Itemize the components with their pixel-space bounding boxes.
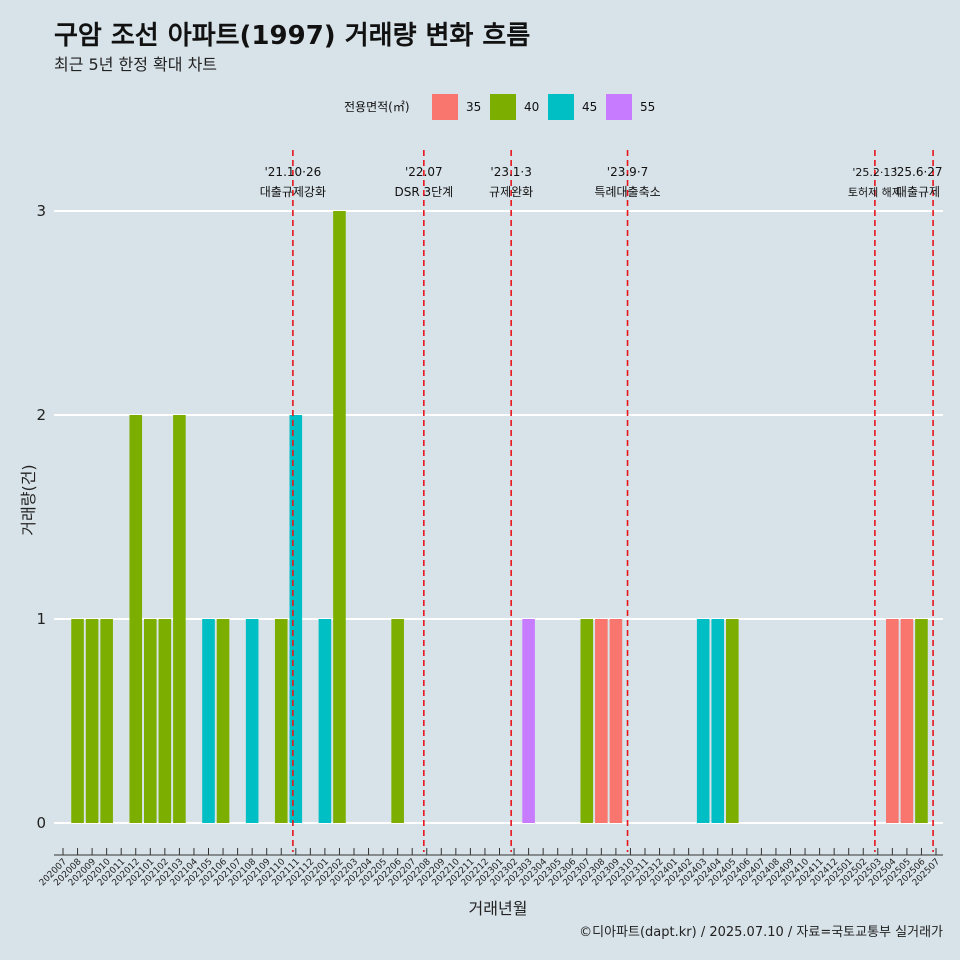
chart-subtitle: 최근 5년 한정 확대 차트	[54, 55, 217, 74]
bar-202504-35	[886, 619, 899, 823]
annotation-date: '22.07	[405, 165, 443, 179]
bar-202103-40	[173, 415, 186, 823]
bar-202009-40	[85, 619, 99, 823]
y-tick-label: 1	[36, 610, 46, 628]
annotation-label: 토허제 해제	[848, 185, 902, 199]
bar-202202-40	[333, 211, 346, 823]
bar-202307-40	[580, 619, 594, 823]
chart-title: 구암 조선 아파트(1997) 거래량 변화 흐름	[54, 21, 530, 51]
bar-202008-40	[71, 619, 84, 823]
legend-title: 전용면적(㎡)	[344, 100, 410, 114]
bar-202108-45	[245, 619, 259, 823]
bar-202101-40	[144, 619, 157, 823]
bar-202010-40	[100, 619, 113, 823]
bars-layer	[71, 211, 928, 823]
annotation-label: 대출규제강화	[260, 185, 326, 199]
x-axis-title: 거래년월	[469, 899, 528, 918]
annotation-date: '25.6·27	[893, 165, 942, 179]
grid-layer: 0 1 2 3	[36, 202, 943, 832]
legend-label-55: 55	[640, 100, 655, 114]
annotation-date: '25.2·13	[852, 166, 897, 179]
bar-202105-45	[202, 619, 215, 823]
bar-202201-45	[318, 619, 332, 823]
legend-swatch-35	[432, 94, 458, 120]
legend-label-35: 35	[466, 100, 481, 114]
bar-202403-45	[696, 619, 710, 823]
y-tick-label: 3	[36, 202, 46, 220]
bar-202111-45	[289, 415, 303, 823]
legend-swatch-40	[490, 94, 516, 120]
bar-202303-55	[522, 619, 535, 823]
bar-202110-40	[274, 619, 288, 823]
bar-202405-40	[726, 619, 739, 823]
annotation-label: 특례대출축소	[594, 185, 660, 199]
bar-202505-35	[900, 619, 914, 823]
bar-202404-45	[711, 619, 725, 823]
bar-202012-40	[129, 415, 143, 823]
bar-202102-40	[158, 619, 172, 823]
annotation-layer: '21.10·26 대출규제강화 '22.07 DSR 3단계 '23.1·3 규제완화 '…	[260, 150, 943, 852]
y-axis-title: 거래량(건)	[19, 464, 38, 535]
x-axis: 2020072020082020092020102020112020122021…	[38, 848, 943, 888]
annotation-date: '23.9·7	[607, 165, 648, 179]
legend-swatch-55	[606, 94, 632, 120]
annotation-date: '23.1·3	[490, 165, 531, 179]
legend-label-45: 45	[582, 100, 597, 114]
legend-swatch-45	[548, 94, 574, 120]
annotation-label: DSR 3단계	[394, 185, 453, 199]
annotation-label: 대출규제	[896, 185, 940, 199]
caption: ©디아파트(dapt.kr) / 2025.07.10 / 자료=국토교통부 실…	[579, 925, 943, 940]
annotation-date: '21.10·26	[265, 165, 322, 179]
legend: 35 40 45 55	[432, 94, 655, 120]
y-tick-label: 2	[36, 406, 46, 424]
bar-202309-35	[609, 619, 623, 823]
y-tick-label: 0	[36, 814, 46, 832]
annotation-label: 규제완화	[489, 185, 533, 199]
bar-202506-40	[915, 619, 928, 823]
bar-202106-40	[216, 619, 230, 823]
bar-202206-40	[391, 619, 404, 823]
legend-label-40: 40	[524, 100, 539, 114]
bar-202308-35	[595, 619, 608, 823]
